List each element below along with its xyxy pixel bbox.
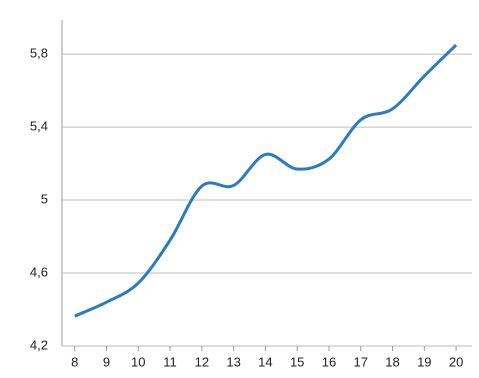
x-tick-label: 18 <box>385 354 399 369</box>
y-tick-label: 5,8 <box>30 46 48 61</box>
y-tick-label: 4,2 <box>30 337 48 352</box>
x-tick-label: 12 <box>195 354 209 369</box>
x-tick-label: 19 <box>417 354 431 369</box>
x-tick-label: 8 <box>71 354 78 369</box>
x-tick-label: 10 <box>131 354 145 369</box>
data-line <box>74 43 458 318</box>
x-tick-label: 15 <box>290 354 304 369</box>
x-tick-label: 13 <box>226 354 240 369</box>
x-tick-label: 9 <box>103 354 110 369</box>
y-tick-label: 5 <box>41 191 48 206</box>
x-tick-label: 17 <box>354 354 368 369</box>
x-tick-label: 11 <box>163 354 177 369</box>
y-tick-label: 4,6 <box>30 264 48 279</box>
x-tick-label: 20 <box>449 354 463 369</box>
y-tick-label: 5,4 <box>30 119 48 134</box>
x-tick-label: 14 <box>258 354 272 369</box>
x-tick-label: 16 <box>322 354 336 369</box>
